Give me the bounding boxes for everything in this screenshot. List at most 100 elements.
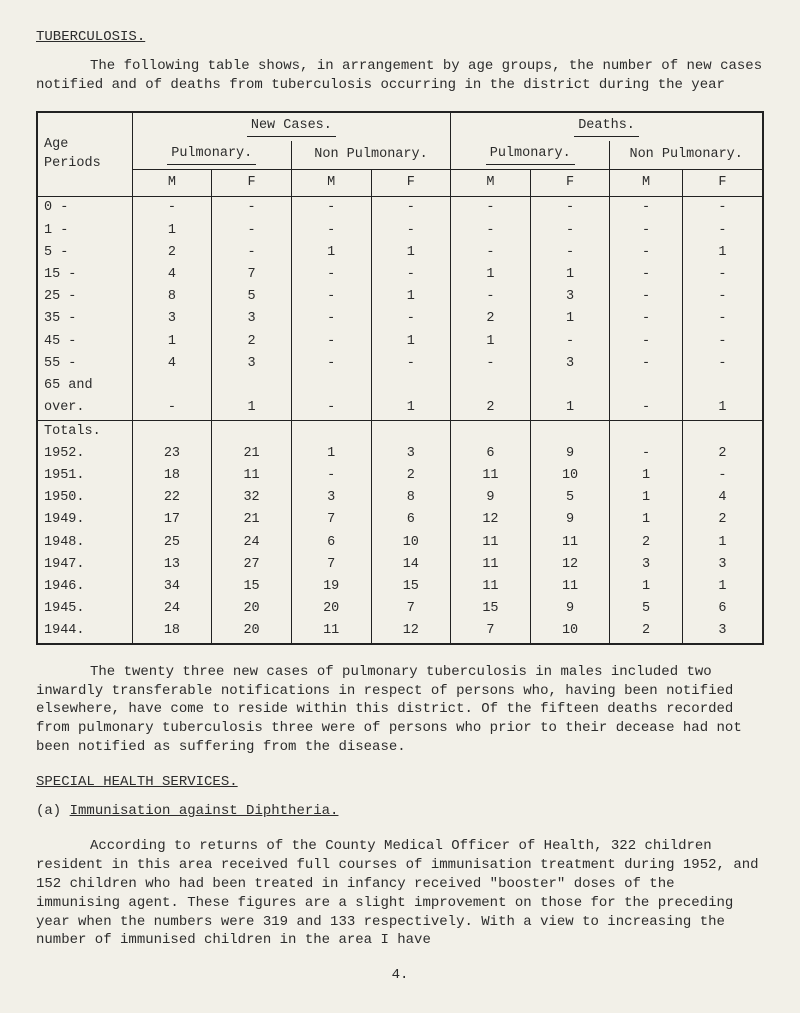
- cell: 1: [451, 331, 531, 353]
- cell: 3: [212, 353, 292, 375]
- cell: 1: [610, 509, 682, 531]
- cell: 15: [371, 576, 451, 598]
- cell: 5: [212, 286, 292, 308]
- cell: 34: [132, 576, 212, 598]
- cell: 3: [610, 554, 682, 576]
- cell: -: [610, 242, 682, 264]
- cell: 3: [682, 554, 762, 576]
- cell: 9: [530, 509, 610, 531]
- page-number: 4.: [36, 966, 764, 985]
- cell: -: [610, 220, 682, 242]
- cell: 14: [371, 554, 451, 576]
- cell: 7: [291, 554, 371, 576]
- row-label: 15 -: [38, 264, 132, 286]
- cell: -: [610, 331, 682, 353]
- cell: -: [682, 331, 762, 353]
- cell: 7: [212, 264, 292, 286]
- cell: -: [682, 264, 762, 286]
- cell: -: [530, 220, 610, 242]
- cell: 8: [371, 487, 451, 509]
- cell: 6: [682, 598, 762, 620]
- cell: 5: [530, 487, 610, 509]
- cell: 2: [610, 620, 682, 642]
- cell: 11: [530, 576, 610, 598]
- cell: 3: [530, 286, 610, 308]
- cell: -: [371, 264, 451, 286]
- row-label: 55 -: [38, 353, 132, 375]
- row-label: 1950.: [38, 487, 132, 509]
- heading-special: SPECIAL HEALTH SERVICES.: [36, 773, 764, 792]
- cell: 4: [132, 353, 212, 375]
- cell: -: [371, 308, 451, 330]
- row-label: 65 and: [38, 375, 132, 397]
- col-m: M: [132, 170, 212, 197]
- cell: 15: [451, 598, 531, 620]
- cell: 7: [291, 509, 371, 531]
- cell: -: [451, 197, 531, 220]
- cell: -: [291, 308, 371, 330]
- cell: 11: [451, 576, 531, 598]
- cell: 1: [371, 397, 451, 420]
- cell: [291, 375, 371, 397]
- row-label: 1949.: [38, 509, 132, 531]
- row-label: over.: [38, 397, 132, 420]
- cell: 11: [530, 532, 610, 554]
- cell: 21: [212, 443, 292, 465]
- cell: -: [451, 220, 531, 242]
- row-label: 1 -: [38, 220, 132, 242]
- cell: 19: [291, 576, 371, 598]
- cell: -: [610, 264, 682, 286]
- cell: -: [682, 308, 762, 330]
- cell: 18: [132, 465, 212, 487]
- col-f: F: [530, 170, 610, 197]
- cell: -: [682, 465, 762, 487]
- sub-non-pulmonary-2: Non Pulmonary.: [610, 141, 762, 170]
- cell: 18: [132, 620, 212, 642]
- cell: 20: [291, 598, 371, 620]
- cell: -: [212, 242, 292, 264]
- cell: 11: [451, 465, 531, 487]
- cell: 3: [212, 308, 292, 330]
- row-label: 5 -: [38, 242, 132, 264]
- cell: -: [291, 397, 371, 420]
- cell: 23: [132, 443, 212, 465]
- sub-non-pulmonary-1: Non Pulmonary.: [291, 141, 450, 170]
- cell: 4: [132, 264, 212, 286]
- intro-paragraph: The following table shows, in arrangemen…: [36, 57, 764, 95]
- cell: 12: [371, 620, 451, 642]
- cell: -: [530, 197, 610, 220]
- row-label: 1951.: [38, 465, 132, 487]
- cell: 10: [530, 465, 610, 487]
- cell: -: [291, 220, 371, 242]
- col-m: M: [610, 170, 682, 197]
- cell: 1: [132, 220, 212, 242]
- col-f: F: [682, 170, 762, 197]
- row-label: 1947.: [38, 554, 132, 576]
- cell: -: [610, 308, 682, 330]
- cell: 2: [682, 509, 762, 531]
- cell: 6: [371, 509, 451, 531]
- cell: 6: [291, 532, 371, 554]
- cell: 7: [451, 620, 531, 642]
- cell: 3: [291, 487, 371, 509]
- cell: [530, 375, 610, 397]
- cell: -: [212, 220, 292, 242]
- cell: 1: [212, 397, 292, 420]
- cell: [451, 375, 531, 397]
- para-immunisation: According to returns of the County Medic…: [36, 837, 764, 950]
- row-label: 1945.: [38, 598, 132, 620]
- cell: 1: [371, 286, 451, 308]
- cell: -: [451, 286, 531, 308]
- cell: [212, 375, 292, 397]
- cell: 5: [610, 598, 682, 620]
- cell: [610, 375, 682, 397]
- header-new-cases: New Cases.: [132, 113, 451, 141]
- cell: -: [530, 331, 610, 353]
- cell: -: [291, 353, 371, 375]
- cell: -: [682, 220, 762, 242]
- col-m: M: [451, 170, 531, 197]
- row-label: 1944.: [38, 620, 132, 642]
- cell: -: [451, 242, 531, 264]
- cell: 27: [212, 554, 292, 576]
- cell: 1: [371, 331, 451, 353]
